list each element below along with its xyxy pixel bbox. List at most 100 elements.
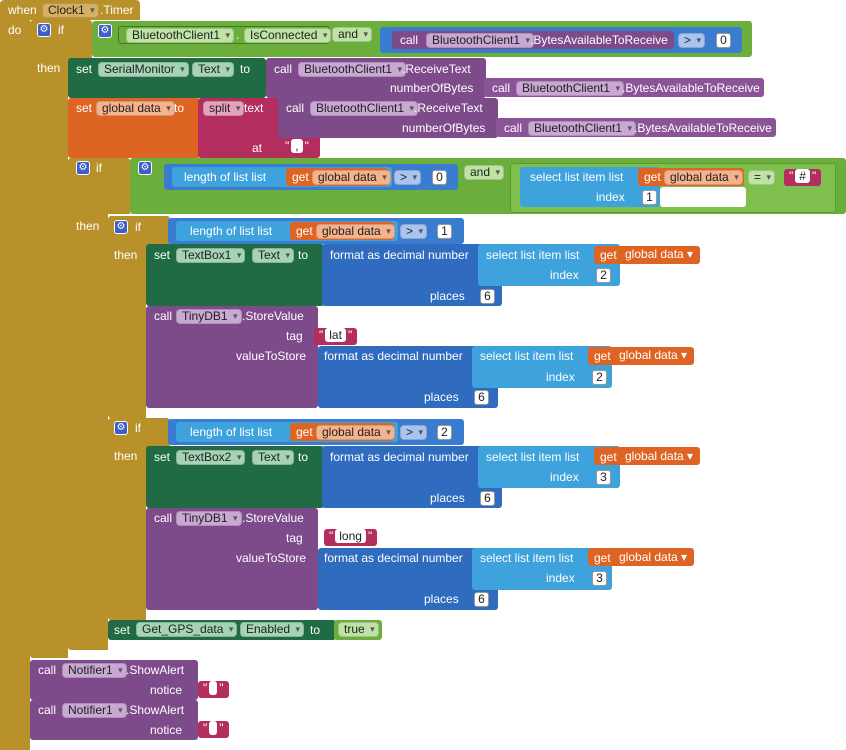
gear-icon[interactable]: ⚙ [114,421,128,435]
and-dropdown[interactable]: and [464,165,505,180]
isconnected-dropdown[interactable]: IsConnected [244,28,332,43]
string-literal-long[interactable]: " long " [324,529,378,546]
number-input[interactable]: 2 [592,370,607,385]
select-list-item-label: select list item list [530,170,624,184]
variable-dropdown[interactable]: global data [312,170,391,185]
number-input[interactable]: 2 [596,268,611,283]
bt-component-dropdown[interactable]: BluetoothClient1 [310,101,419,116]
string-literal-empty[interactable]: "​" [198,721,229,738]
textbox-dropdown[interactable]: TextBox2 [176,450,246,465]
to-label: to [174,101,185,115]
tinydb-dropdown[interactable]: TinyDB1 [176,309,242,324]
format-decimal-label: format as decimal number [324,551,463,565]
format-decimal-label: format as decimal number [330,248,469,262]
operator-dropdown[interactable]: > [400,224,428,239]
method-label: .StoreValue [242,309,304,323]
string-literal-empty[interactable]: "​" [198,681,229,698]
gear-icon[interactable]: ⚙ [114,220,128,234]
variable-dropdown[interactable]: global data [664,170,743,185]
call-label: call [38,663,57,677]
property-dropdown[interactable]: Text [252,248,295,263]
get-label: get [296,224,313,238]
format-decimal-block[interactable] [318,346,498,408]
string-literal-hash[interactable]: " # " [784,169,822,186]
get-label: get [644,170,661,184]
number-input[interactable]: 2 [437,425,452,440]
number-input[interactable]: 1 [642,190,657,205]
number-input[interactable]: 1 [437,224,452,239]
event-block-body[interactable] [0,18,30,750]
valuetostore-label: valueToStore [236,349,307,363]
operator-dropdown[interactable]: = [748,170,776,185]
number-input[interactable]: 3 [592,571,607,586]
if-label: if [135,220,141,234]
gear-icon[interactable]: ⚙ [98,24,112,38]
notifier-dropdown[interactable]: Notifier1 [62,703,127,718]
set-label: set [76,101,93,115]
gear-icon[interactable]: ⚙ [138,161,152,175]
number-input[interactable]: 0 [432,170,447,185]
variable-label: global data ▾ [620,450,699,465]
format-decimal-label: format as decimal number [324,349,463,363]
and-dropdown[interactable]: and [332,27,373,42]
to-label: to [310,623,321,637]
select-list-item-block[interactable] [520,167,660,207]
bt-component-dropdown[interactable]: BluetoothClient1 [298,62,407,77]
clock-component-dropdown[interactable]: Clock1 [42,3,99,18]
number-input[interactable]: 6 [480,491,495,506]
operator-dropdown[interactable]: > [400,425,428,440]
numberofbytes-label: numberOfBytes [402,121,486,135]
operator-dropdown[interactable]: > [678,33,706,48]
tag-label: tag [286,329,303,343]
tinydb-dropdown[interactable]: TinyDB1 [176,511,242,526]
operator-dropdown[interactable]: > [394,170,422,185]
bt-component-dropdown[interactable]: BluetoothClient1 [528,121,637,136]
gear-icon[interactable]: ⚙ [76,161,90,175]
property-dropdown[interactable]: Enabled [240,622,305,637]
if-block-long-body[interactable] [108,446,146,620]
property-dropdown[interactable]: Text [252,450,295,465]
true-dropdown[interactable]: true [338,622,379,637]
number-input[interactable]: 3 [596,470,611,485]
set-label: set [114,623,131,637]
variable-label: global data ▾ [614,349,693,364]
split-dropdown[interactable]: split [203,101,245,116]
set-label: set [154,450,171,464]
places-label: places [424,390,459,404]
variable-dropdown[interactable]: global data [316,425,395,440]
get-label: get [594,349,611,363]
if-block-connected-body[interactable] [30,58,68,658]
number-input[interactable]: 6 [474,390,489,405]
set-label: set [154,248,171,262]
variable-dropdown[interactable]: global data [316,224,395,239]
select-list-item-label: select list item list [486,248,580,262]
bt-component-dropdown[interactable]: BluetoothClient1 [516,81,625,96]
number-input[interactable]: 6 [480,289,495,304]
index-label: index [550,470,579,484]
equals-slot [660,187,746,207]
format-decimal-block[interactable] [322,244,502,306]
serialmonitor-dropdown[interactable]: SerialMonitor [98,62,189,77]
if-block-data-check-body[interactable] [68,212,108,650]
string-literal-lat[interactable]: " lat " [314,328,358,345]
if-block-lat-body[interactable] [108,244,146,418]
string-literal-comma[interactable]: ", " [280,139,314,156]
textbox-dropdown[interactable]: TextBox1 [176,248,246,263]
notifier-dropdown[interactable]: Notifier1 [62,663,127,678]
format-decimal-block[interactable] [318,548,498,610]
bt-component-dropdown[interactable]: BluetoothClient1 [126,28,235,43]
variable-dropdown[interactable]: global data [96,101,175,116]
index-label: index [546,370,575,384]
event-name-label: .Timer [100,3,134,17]
property-dropdown[interactable]: Text [192,62,235,77]
notice-label: notice [150,723,183,737]
gear-icon[interactable]: ⚙ [37,23,51,37]
gps-component-dropdown[interactable]: Get_GPS_data [136,622,238,637]
number-input[interactable]: 6 [474,592,489,607]
call-label: call [492,81,511,95]
number-input[interactable]: 0 [716,33,731,48]
bt-component-dropdown[interactable]: BluetoothClient1 [426,33,535,48]
if-label: if [58,23,64,37]
format-decimal-block[interactable] [322,446,502,508]
get-label: get [296,425,313,439]
